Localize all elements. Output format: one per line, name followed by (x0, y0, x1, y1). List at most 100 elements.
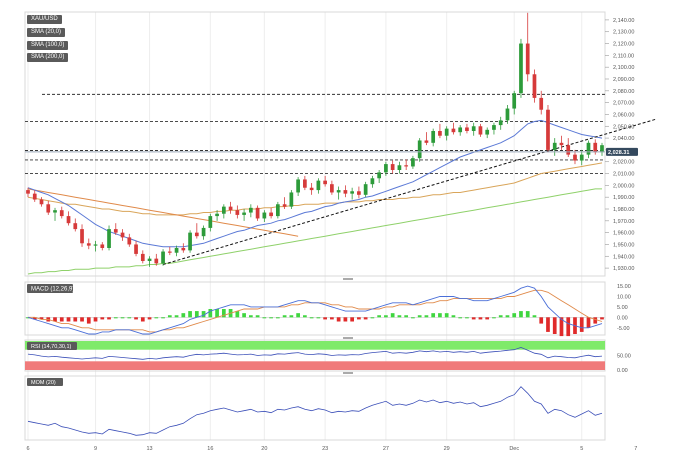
candle-body (181, 248, 186, 251)
date-tick-label: 23 (322, 446, 328, 452)
rsi-tick-label: 0.00 (617, 368, 628, 374)
candle-body (276, 204, 280, 217)
mom-panel-frame (24, 375, 606, 441)
candle-body (289, 192, 294, 207)
macd-histogram-bar (167, 315, 172, 318)
candle-body (248, 207, 253, 213)
candle-body (350, 191, 354, 194)
sma200-line (27, 188, 602, 275)
candle-body (262, 212, 267, 219)
candle-body (100, 244, 105, 248)
macd-histogram-bar (127, 317, 132, 319)
candle-body (113, 229, 118, 233)
current-price-label: 2,028.31 (608, 150, 629, 156)
panel-resize-handle (343, 372, 353, 374)
price-tick-label: 2,040.00 (613, 136, 634, 142)
candle-body (539, 97, 544, 110)
candle-body (451, 128, 456, 133)
macd-histogram-bar (539, 317, 544, 324)
panel-resize-handle (343, 278, 353, 280)
price-tick-label: 2,100.00 (613, 65, 634, 71)
candle-body (235, 210, 240, 215)
panel-resize-handle (343, 337, 353, 339)
grid-lines (24, 11, 606, 441)
date-tick-label: 13 (146, 446, 152, 452)
candle-body (221, 206, 226, 214)
candle-body (525, 43, 530, 75)
macd-label-box (27, 284, 73, 293)
macd-histogram-bar (66, 317, 71, 322)
candle-body (586, 142, 591, 155)
macd-histogram-bar (478, 317, 483, 320)
candle-body (228, 206, 233, 211)
candle-body (107, 229, 111, 248)
candle-body (363, 184, 368, 195)
macd-histogram-bar (107, 317, 111, 320)
macd-histogram-bar (411, 317, 415, 319)
price-tick-label: 1,940.00 (613, 254, 634, 260)
mom-label-box (27, 378, 63, 386)
candle-body (471, 126, 476, 131)
macd-histogram-bar (53, 317, 57, 322)
macd-histogram-bar (458, 317, 463, 319)
candle-body (26, 190, 30, 194)
candle-body (343, 190, 348, 194)
date-tick-label: 20 (261, 446, 267, 452)
candle-body (424, 140, 429, 143)
candle-body (303, 179, 307, 188)
candle-body (80, 229, 84, 244)
macd-histogram-bar (552, 317, 557, 334)
macd-tick-label: 10.00 (617, 295, 631, 301)
macd-histogram-bar (215, 309, 219, 318)
candle-body (546, 109, 550, 150)
candle-body (330, 184, 334, 193)
macd-panel: MACD (12,26,9) (25, 284, 605, 337)
macd-label: MACD (12,26,9) (31, 287, 74, 293)
candle-body (478, 126, 483, 135)
candle-body (444, 128, 449, 136)
support-trendline (162, 118, 657, 266)
macd-histogram-bar (350, 317, 354, 322)
candle-body (357, 191, 361, 195)
macd-histogram-bar (519, 311, 523, 318)
sma100-upper-line (27, 188, 299, 237)
macd-histogram-bar (154, 317, 159, 319)
date-tick-label: Dec (509, 446, 519, 452)
current-price-tag (606, 147, 638, 156)
macd-histogram-bar (255, 315, 260, 318)
macd-histogram-bar (417, 315, 422, 318)
legend-sma100[interactable]: SMA (100,0) (27, 41, 69, 50)
macd-histogram-bar (269, 317, 273, 319)
macd-histogram-bar (593, 317, 598, 324)
legend-instrument[interactable]: XAU/USD (27, 15, 62, 24)
legend-sma20[interactable]: SMA (20,0) (27, 28, 66, 37)
date-tick-label: 7 (634, 446, 637, 452)
candle-body (431, 131, 436, 143)
macd-tick-label: 15.00 (617, 284, 631, 290)
macd-histogram-bar (296, 313, 300, 318)
candle-body (296, 179, 300, 193)
rsi-label-box (27, 342, 77, 350)
candle-body (255, 207, 260, 219)
macd-histogram-bar (323, 317, 327, 320)
macd-histogram-bar (384, 315, 388, 318)
macd-tick-label: 0.00 (617, 315, 628, 321)
macd-histogram-bar (431, 313, 436, 318)
candle-body (377, 172, 382, 179)
price-tick-label: 2,110.00 (613, 53, 634, 59)
price-tick-label: 1,960.00 (613, 231, 634, 237)
legend-sma200[interactable]: SMA (200,0) (27, 53, 69, 62)
candle-body (73, 223, 78, 230)
candle-body (134, 244, 138, 254)
macd-panel-frame (24, 281, 606, 336)
macd-histogram-bar (86, 317, 91, 324)
macd-histogram-bar (424, 315, 429, 318)
price-tick-label: 2,000.00 (613, 183, 634, 189)
macd-histogram-bar (174, 315, 179, 318)
macd-histogram-bar (26, 317, 30, 319)
candle-body (140, 253, 145, 261)
rsi-label: RSI (14,70,30,1) (31, 344, 72, 350)
rsi-overbought-zone (25, 341, 605, 350)
